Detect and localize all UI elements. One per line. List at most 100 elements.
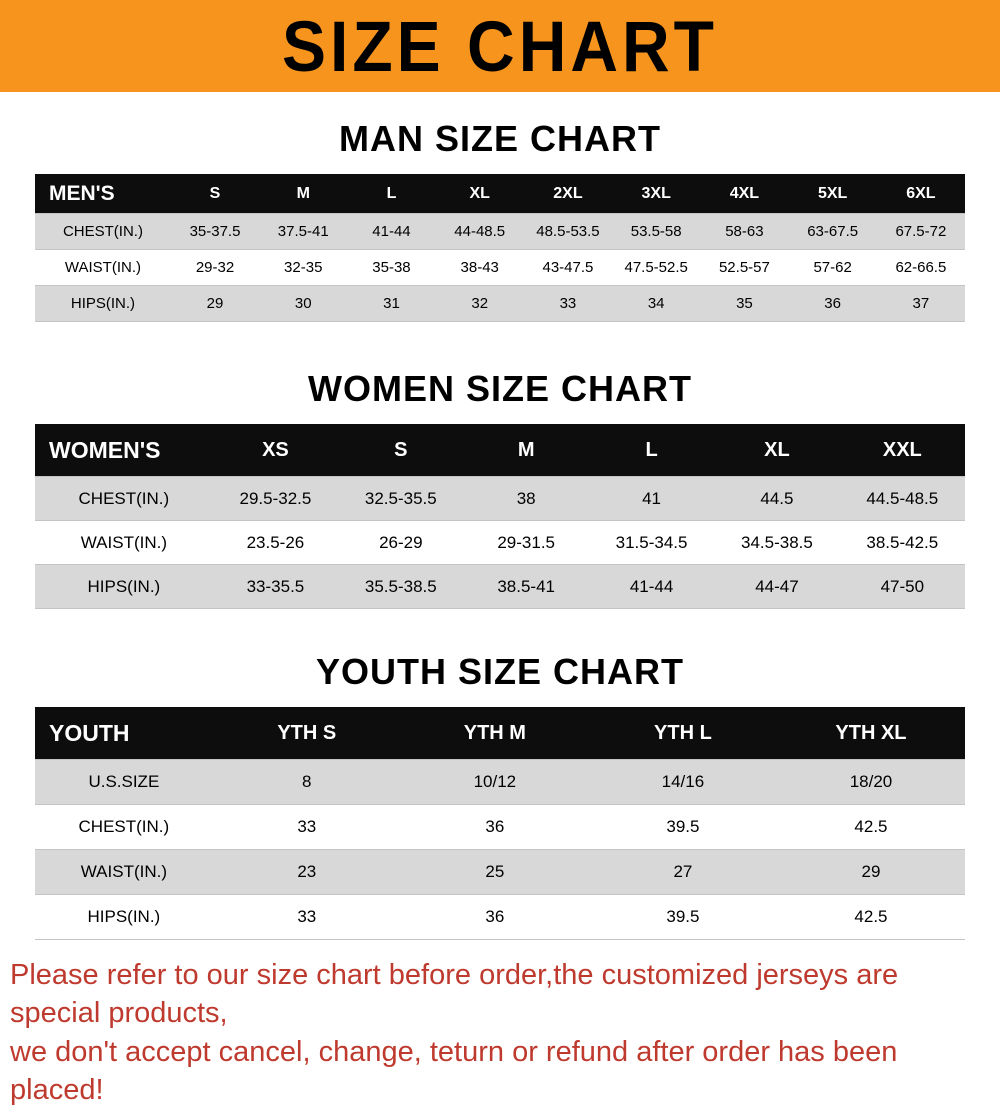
column-header: 6XL <box>876 174 965 214</box>
table-row: WAIST(IN.) 29-32 32-35 35-38 38-43 43-47.5 47.… <box>35 249 965 286</box>
table-row: CHEST(IN.) 35-37.5 37.5-41 41-44 44-48.5 48.5… <box>35 213 965 250</box>
column-header: YTH M <box>400 707 589 760</box>
table-cell: 23.5-26 <box>246 532 305 552</box>
table-cell: 41 <box>642 488 662 508</box>
women-section-heading: WOMEN SIZE CHART <box>308 368 692 409</box>
table-cell: 41-44 <box>372 223 411 240</box>
column-header: 5XL <box>788 174 877 214</box>
table-cell: 44.5 <box>760 488 794 508</box>
table-cell: 29-31.5 <box>497 532 556 552</box>
footer-note-line1: Please refer to our size chart before or… <box>10 959 899 1030</box>
table-cell: 33 <box>559 295 577 312</box>
table-cell: 35.5-38.5 <box>364 576 437 596</box>
row-label: WAIST(IN.) <box>80 862 167 881</box>
youth-size-table: YOUTH YTH S YTH M YTH L YTH XL U.S.SIZE 8 10/12… <box>35 707 965 940</box>
table-cell: 33 <box>297 907 317 926</box>
column-header: 4XL <box>700 174 789 214</box>
column-header: S <box>170 174 260 214</box>
column-header: L <box>347 174 436 214</box>
section-youth: YOUTH SIZE CHART YOUTH YTH S YTH M YTH L YTH… <box>0 651 1000 940</box>
table-cell: 34 <box>647 295 665 312</box>
table-cell: 10/12 <box>473 772 517 791</box>
table-cell: 37 <box>912 295 930 312</box>
row-label: WAIST(IN.) <box>64 259 141 276</box>
column-header: XXL <box>839 424 965 477</box>
footer-note: Please refer to our size chart before or… <box>10 956 992 1109</box>
table-cell: 29 <box>861 862 881 881</box>
table-row: CHEST(IN.) 29.5-32.5 32.5-35.5 38 41 44.5 44.5… <box>35 476 965 521</box>
table-cell: 67.5-72 <box>895 223 947 240</box>
row-label: WAIST(IN.) <box>80 532 167 552</box>
table-cell: 38.5-41 <box>497 576 556 596</box>
table-cell: 44-48.5 <box>454 223 506 240</box>
table-cell: 58-63 <box>725 223 764 240</box>
table-cell: 47-50 <box>880 576 925 596</box>
youth-section-heading: YOUTH SIZE CHART <box>315 651 684 692</box>
table-cell: 32 <box>471 295 489 312</box>
column-header: YTH S <box>212 707 401 760</box>
table-row: CHEST(IN.) 33 36 39.5 42.5 <box>35 804 965 850</box>
table-cell: 30 <box>294 295 312 312</box>
column-header: 3XL <box>612 174 701 214</box>
table-cell: 39.5 <box>666 907 700 926</box>
column-header: L <box>588 424 715 477</box>
men-section-heading: MAN SIZE CHART <box>339 118 661 159</box>
table-cell: 27 <box>673 862 693 881</box>
table-cell: 57-62 <box>813 259 852 276</box>
row-label: CHEST(IN.) <box>62 223 143 240</box>
table-row: U.S.SIZE 8 10/12 14/16 18/20 <box>35 759 965 805</box>
row-label: CHEST(IN.) <box>78 488 170 508</box>
table-cell: 53.5-58 <box>630 223 682 240</box>
table-row: WAIST(IN.) 23.5-26 26-29 29-31.5 31.5-34.5 34… <box>35 520 965 565</box>
table-title-cell: MEN'S <box>35 174 171 214</box>
table-cell: 44-47 <box>755 576 799 596</box>
table-row: HIPS(IN.) 33 36 39.5 42.5 <box>35 894 965 940</box>
table-cell: 43-47.5 <box>542 259 594 276</box>
table-cell: 38 <box>516 488 536 508</box>
table-cell: 48.5-53.5 <box>536 223 600 240</box>
table-cell: 34.5-38.5 <box>741 532 813 552</box>
women-size-table: WOMEN'S XS S M L XL XXL CHEST(IN.) 29.5-32.5 32.5… <box>35 424 965 609</box>
column-header: XS <box>212 424 339 477</box>
column-header: M <box>259 174 348 214</box>
table-cell: 35 <box>736 295 753 312</box>
table-cell: 33-35.5 <box>246 576 305 596</box>
table-cell: 14/16 <box>661 772 705 791</box>
table-cell: 47.5-52.5 <box>624 259 688 276</box>
column-header: YTH L <box>588 707 777 760</box>
column-header: YTH XL <box>776 707 965 760</box>
table-cell: 31.5-34.5 <box>615 532 688 552</box>
table-cell: 38-43 <box>460 259 499 276</box>
table-cell: 23 <box>297 862 317 881</box>
table-cell: 62-66.5 <box>895 259 947 276</box>
column-header: XL <box>435 174 524 214</box>
table-cell: 29 <box>206 295 224 312</box>
column-header: XL <box>714 424 840 477</box>
table-header-row: MEN'S S M L XL 2XL 3XL 4XL 5XL 6XL <box>35 174 965 214</box>
section-women: WOMEN SIZE CHART WOMEN'S XS S M L XL XXL CHEST(… <box>0 368 1000 609</box>
size-chart-content: MAN SIZE CHART MEN'S S M L XL 2XL 3XL 4XL 5XL 6XL… <box>0 118 1000 940</box>
table-row: HIPS(IN.) 33-35.5 35.5-38.5 38.5-41 41-44 44-… <box>35 564 965 609</box>
table-cell: 36 <box>485 817 505 836</box>
table-title-cell: YOUTH <box>35 707 213 760</box>
row-label: U.S.SIZE <box>88 772 160 791</box>
table-cell: 42.5 <box>854 817 888 836</box>
row-label: HIPS(IN.) <box>87 576 161 596</box>
table-cell: 44.5-48.5 <box>866 488 939 508</box>
table-cell: 35-37.5 <box>189 223 241 240</box>
table-cell: 36 <box>485 907 505 926</box>
table-header-row: WOMEN'S XS S M L XL XXL <box>35 424 965 477</box>
table-cell: 29-32 <box>195 259 235 276</box>
row-label: CHEST(IN.) <box>78 817 170 836</box>
table-title-cell: WOMEN'S <box>35 424 213 477</box>
table-cell: 39.5 <box>666 817 700 836</box>
table-cell: 36 <box>824 295 841 312</box>
table-row: HIPS(IN.) 29 30 31 32 33 34 35 36 37 <box>35 285 965 322</box>
row-label: HIPS(IN.) <box>87 907 161 926</box>
table-cell: 63-67.5 <box>807 223 859 240</box>
table-cell: 38.5-42.5 <box>866 532 939 552</box>
table-cell: 32-35 <box>284 259 323 276</box>
men-size-table: MEN'S S M L XL 2XL 3XL 4XL 5XL 6XL CHEST(IN.) 35-37… <box>35 174 965 322</box>
column-header: 2XL <box>523 174 613 214</box>
column-header: S <box>338 424 464 477</box>
